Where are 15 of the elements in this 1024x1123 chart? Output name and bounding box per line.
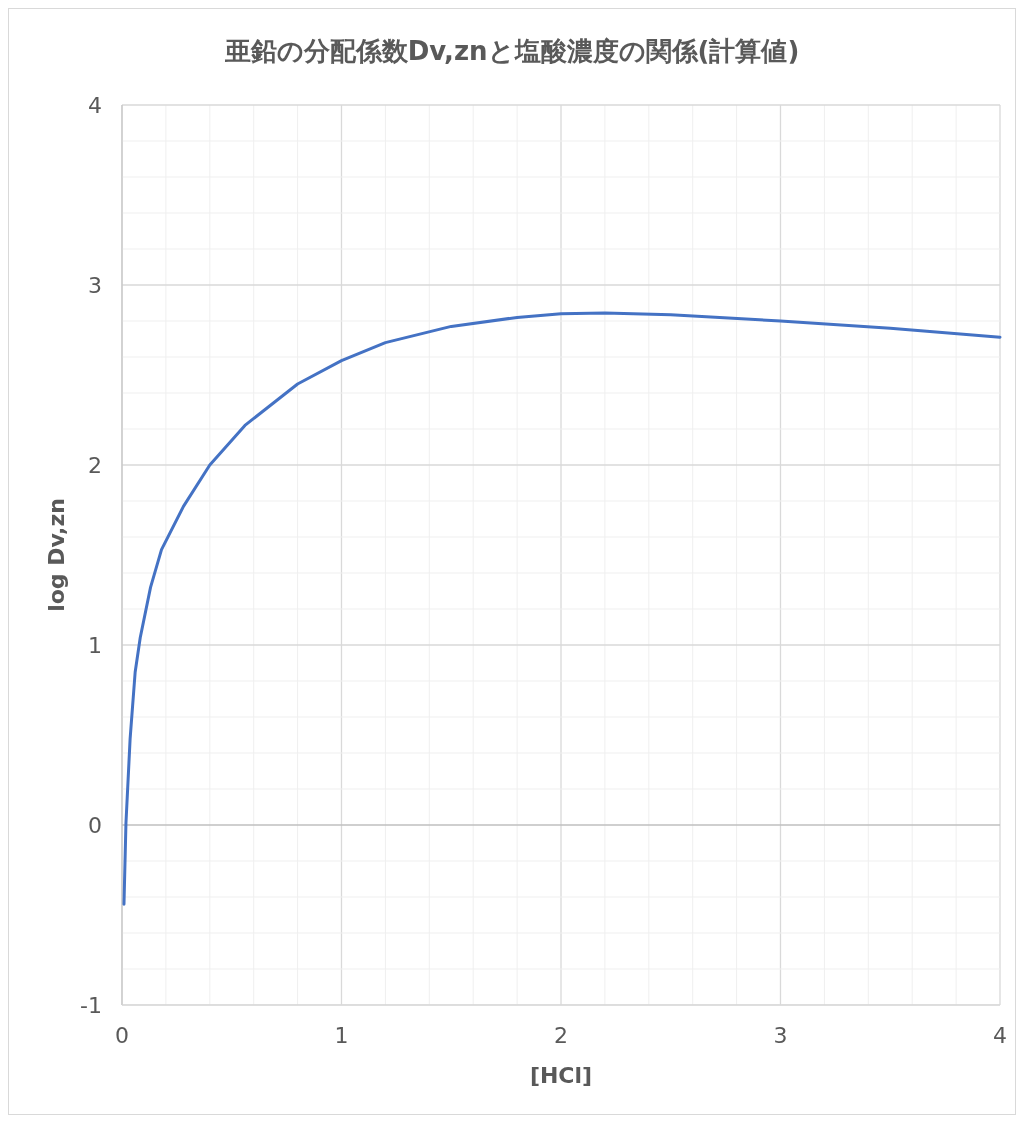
y-tick-label: 4	[88, 93, 102, 118]
y-axis-title: log Dv,zn	[44, 498, 69, 612]
x-tick-label: 2	[554, 1023, 568, 1048]
x-tick-label: 0	[115, 1023, 129, 1048]
line-series	[122, 311, 1002, 906]
x-tick-label: 3	[773, 1023, 788, 1048]
y-tick-label: 1	[88, 633, 102, 658]
x-axis-title: [HCl]	[529, 1063, 593, 1088]
y-tick-label: 3	[88, 273, 102, 298]
y-tick-label: -1	[80, 993, 102, 1018]
y-tick-label: 0	[88, 813, 102, 838]
x-tick-label: 1	[334, 1023, 349, 1048]
x-tick-label: 4	[993, 1023, 1007, 1048]
y-tick-label: 2	[88, 453, 102, 478]
chart-title: 亜鉛の分配係数Dv,znと塩酸濃度の関係(計算値)	[223, 36, 800, 66]
